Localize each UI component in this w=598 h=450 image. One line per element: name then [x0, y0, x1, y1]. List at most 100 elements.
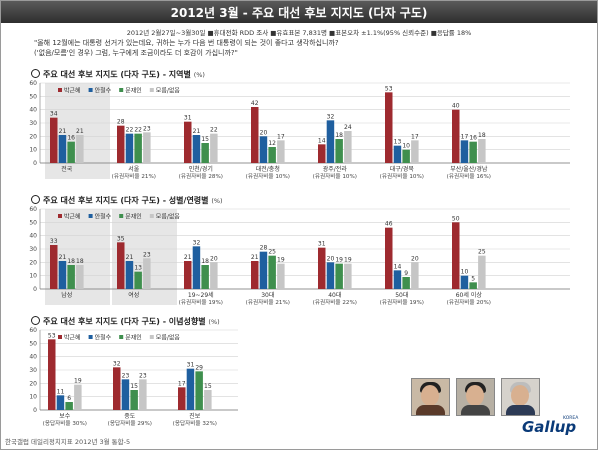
data-label: 20: [411, 255, 419, 262]
data-label: 15: [130, 383, 138, 390]
bar: [139, 379, 147, 410]
data-label: 35: [117, 235, 125, 242]
gallup-logo: Gallup: [522, 418, 577, 436]
data-label: 32: [327, 113, 335, 120]
data-label: 13: [134, 265, 142, 272]
data-label: 14: [394, 263, 402, 270]
data-label: 22: [126, 127, 134, 134]
data-label: 18: [76, 258, 84, 265]
data-label: 11: [57, 388, 65, 395]
data-label: 22: [210, 127, 218, 134]
bar: [259, 136, 268, 163]
data-label: 10: [461, 269, 469, 276]
bar: [318, 247, 326, 289]
bar: [277, 140, 285, 163]
data-label: 32: [193, 239, 201, 246]
legend-swatch: [58, 214, 62, 218]
data-label: 17: [461, 133, 469, 140]
bar: [113, 367, 121, 410]
category-label: 대구/경북: [390, 165, 415, 173]
photo-face: [421, 385, 439, 406]
y-tick-label: 40: [29, 233, 37, 240]
data-label: 21: [59, 128, 67, 135]
section-unit-region: (%): [193, 71, 205, 79]
y-tick-label: 60: [29, 80, 37, 87]
bar: [201, 143, 209, 163]
data-label: 13: [394, 139, 402, 146]
data-label: 19: [74, 378, 82, 385]
data-label: 20: [327, 255, 335, 262]
data-label: 28: [260, 245, 268, 252]
data-label: 21: [126, 254, 134, 261]
legend-swatch: [119, 88, 124, 92]
bar: [121, 379, 130, 410]
y-tick-label: 50: [29, 93, 37, 100]
bar: [125, 261, 134, 289]
data-label: 21: [76, 128, 84, 135]
bar: [186, 368, 195, 410]
legend-swatch: [119, 335, 124, 339]
y-tick-label: 30: [29, 246, 37, 253]
data-label: 19: [344, 257, 352, 264]
legend-swatch: [119, 214, 124, 218]
y-tick-label: 50: [29, 219, 37, 226]
legend-swatch: [149, 88, 154, 92]
legend-swatch: [58, 335, 62, 339]
survey-question: "올해 12월에는 대통령 선거가 있는데요, 귀하는 누가 다음 번 대통령이…: [34, 38, 574, 58]
bar: [385, 92, 393, 163]
data-label: 20: [260, 129, 268, 136]
bar: [251, 261, 259, 289]
y-tick-label: 0: [33, 286, 37, 293]
bar: [134, 133, 142, 163]
bar: [74, 384, 82, 410]
circle-bullet-icon: [31, 316, 40, 325]
bar: [204, 390, 212, 410]
category-sublabel: (유권자비율 19%): [179, 298, 223, 306]
data-label: 17: [178, 380, 186, 387]
data-label: 25: [478, 249, 486, 256]
category-sublabel: (유권자비율 20%): [447, 298, 491, 306]
bar: [335, 139, 343, 163]
photo-face: [511, 385, 529, 406]
legend-label: 문재인: [125, 87, 142, 95]
data-label: 23: [139, 372, 147, 379]
y-tick-label: 40: [29, 107, 37, 114]
bar: [318, 144, 326, 163]
section-title-gender-age-text: 주요 대선 후보 지지도 (다자 구도) - 성별/연령별: [43, 196, 209, 205]
bar: [251, 107, 259, 163]
data-label: 28: [117, 119, 125, 126]
data-label: 46: [385, 221, 393, 228]
data-label: 23: [143, 251, 151, 258]
data-label: 5: [471, 275, 475, 282]
legend-label: 박근혜: [64, 87, 81, 95]
data-label: 18: [335, 132, 343, 139]
data-label: 15: [201, 136, 209, 143]
category-sublabel: (유권자비율 22%): [313, 298, 357, 306]
category-label: 50대: [395, 291, 408, 299]
legend-label: 문재인: [125, 213, 142, 221]
data-label: 18: [201, 258, 209, 265]
bar: [335, 263, 343, 289]
bar: [65, 402, 73, 410]
data-label: 21: [184, 254, 192, 261]
data-label: 18: [478, 132, 486, 139]
data-label: 31: [184, 115, 192, 122]
data-label: 31: [187, 362, 195, 369]
category-sublabel: (유권자비율 28%): [179, 172, 223, 180]
bar: [385, 227, 393, 289]
category-label: 진보: [189, 412, 201, 420]
person-photo-park: [411, 378, 450, 416]
circle-bullet-icon: [31, 69, 40, 78]
y-tick-label: 0: [33, 160, 37, 167]
bar: [259, 251, 268, 289]
gallup-logo-korea: KOREA: [563, 416, 579, 421]
bar: [192, 135, 201, 163]
photo-body: [461, 405, 490, 415]
category-sublabel: (응답자비율 32%): [173, 419, 217, 427]
bar: [50, 245, 58, 289]
data-label: 40: [452, 103, 460, 110]
bar: [402, 149, 410, 163]
data-label: 12: [268, 140, 276, 147]
survey-info: 2012년 2월27일~3월30일 ■휴대전화 RDD 조사 ■유효표본 7,8…: [126, 29, 472, 37]
category-label: 부산/울산/경남: [450, 165, 488, 173]
